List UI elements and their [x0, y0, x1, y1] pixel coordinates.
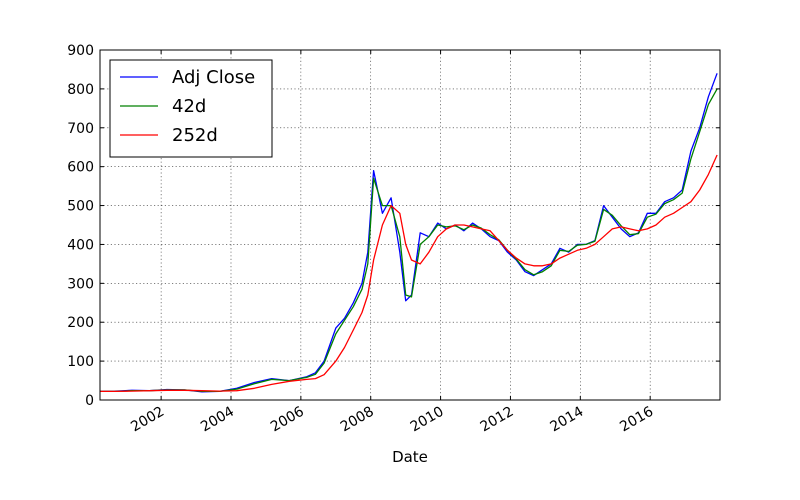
y-tick-label: 400 — [67, 237, 94, 253]
y-tick-label: 100 — [67, 354, 94, 370]
legend-label: 42d — [172, 96, 206, 117]
y-tick-label: 700 — [67, 121, 94, 137]
series-line-1 — [100, 88, 718, 393]
y-tick-label: 800 — [67, 82, 94, 98]
series-lines — [99, 73, 718, 393]
legend-box — [109, 59, 273, 158]
plot-frame — [99, 49, 721, 401]
y-tick-label: 300 — [67, 276, 94, 292]
y-tick-label: 200 — [67, 315, 94, 331]
y-tick-label: 500 — [67, 199, 94, 215]
series-line-2 — [100, 154, 718, 393]
legend-label: Adj Close — [172, 67, 255, 88]
legend-label: 252d — [172, 125, 218, 146]
legend: Adj Close 42d 252d — [109, 59, 273, 158]
y-tick-label: 0 — [85, 393, 94, 409]
y-tick-label: 900 — [67, 43, 94, 59]
x-axis-label: Date — [392, 448, 428, 466]
y-tick-label: 600 — [67, 160, 94, 176]
